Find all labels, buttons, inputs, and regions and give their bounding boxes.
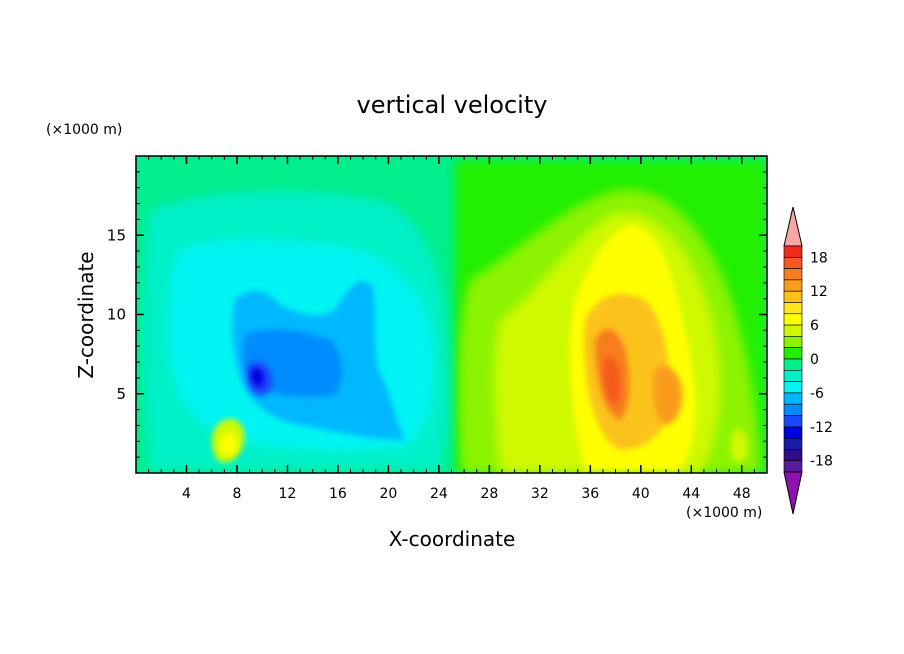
surface-updraft-right [730, 429, 748, 463]
velocity-field [136, 156, 767, 473]
colorbar-segment [783, 324, 803, 337]
x-tick-label: 12 [279, 486, 297, 502]
x-tick-label: 36 [581, 486, 599, 502]
colorbar-label: 12 [810, 284, 828, 300]
y-unit-label: (×1000 m) [46, 122, 122, 138]
updraft-core-deep [603, 356, 621, 405]
colorbar-segment [783, 392, 803, 405]
secondary-updraft-core [653, 366, 683, 425]
x-tick-label: 16 [329, 486, 347, 502]
colorbar-segment [783, 403, 803, 416]
x-tick-label: 8 [232, 486, 241, 502]
colorbar-label: 0 [810, 352, 819, 368]
colorbar-top-arrow [783, 206, 803, 247]
x-tick-label: 40 [632, 486, 650, 502]
colorbar-segment [783, 449, 803, 461]
colorbar-segment [783, 347, 803, 360]
y-tick-label: 15 [107, 226, 126, 244]
colorbar: 18 12 6 0 -6 -12 -18 [783, 206, 833, 515]
colorbar-label: -6 [810, 386, 824, 402]
colorbar-segment [783, 358, 803, 371]
y-tick-label: 5 [116, 385, 126, 403]
colorbar-label: 18 [810, 250, 828, 266]
colorbar-segment [783, 302, 803, 315]
colorbar-segment [783, 415, 803, 428]
surface-updraft-left-core [219, 433, 238, 456]
x-unit-label: (×1000 m) [686, 505, 762, 521]
colorbar-segment [783, 245, 803, 258]
x-tick-label: 48 [733, 486, 751, 502]
colorbar-segment [783, 381, 803, 394]
colorbar-segment [783, 369, 803, 382]
x-tick-label: 28 [480, 486, 498, 502]
colorbar-segment [783, 256, 803, 269]
colorbar-segment [783, 268, 803, 281]
x-tick-label: 4 [182, 486, 191, 502]
colorbar-label: -12 [810, 420, 833, 436]
y-tick-label: 10 [107, 306, 126, 324]
x-axis-label: X-coordinate [389, 527, 516, 551]
x-axis: 4 8 12 16 20 24 28 32 36 40 44 48 [148, 156, 755, 502]
x-tick-label: 24 [430, 486, 448, 502]
colorbar-segment [783, 279, 803, 292]
colorbar-segment [783, 313, 803, 326]
x-tick-label: 32 [531, 486, 549, 502]
colorbar-segment [783, 437, 803, 450]
colorbar-label: -18 [810, 454, 833, 470]
colorbar-segment [783, 290, 803, 303]
x-tick-label: 44 [682, 486, 700, 502]
downdraft-core-deep [251, 368, 264, 387]
colorbar-bottom-arrow [783, 471, 803, 515]
colorbar-segment [783, 336, 803, 348]
y-axis-label: Z-coordinate [74, 251, 98, 378]
colorbar-label: 6 [810, 318, 819, 334]
y-axis: 5 10 15 [107, 171, 767, 458]
x-tick-label: 20 [379, 486, 397, 502]
colorbar-segment [783, 460, 803, 473]
chart-title: vertical velocity [357, 91, 548, 119]
colorbar-segment [783, 426, 803, 439]
